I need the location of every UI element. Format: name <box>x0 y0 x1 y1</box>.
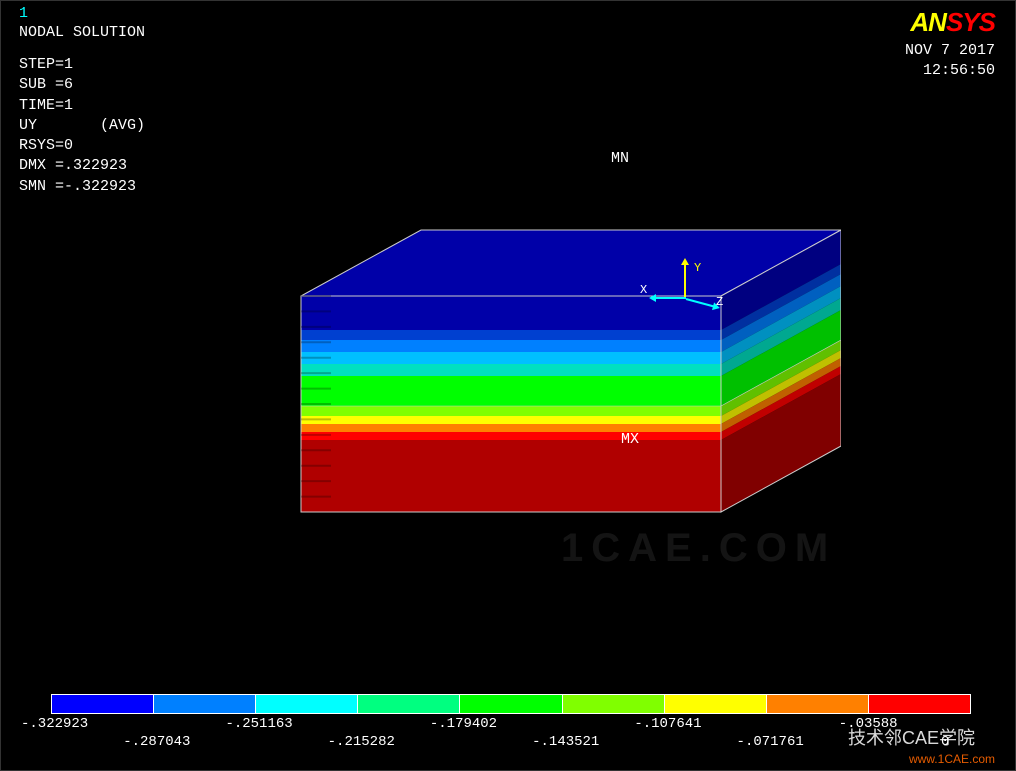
legend-tick: -.215282 <box>328 734 395 750</box>
mn-marker: MN <box>611 150 629 167</box>
y-axis-label: Y <box>694 261 701 275</box>
logo-an: AN <box>910 7 946 37</box>
watermark-center: 1CAE.COM <box>561 526 836 571</box>
watermark-footer: 技术邻CAE学院 <box>848 724 975 750</box>
info-smn: SMN =-.322923 <box>19 178 136 195</box>
coordinate-triad: X Y Z <box>646 263 726 343</box>
contour-cube <box>181 156 841 676</box>
legend-swatch <box>869 695 970 713</box>
x-axis-arrow <box>654 297 686 299</box>
legend-tick: -.251163 <box>225 716 292 732</box>
watermark-url: www.1CAE.com <box>909 752 995 766</box>
datetime-block: NOV 7 2017 12:56:50 <box>905 41 995 82</box>
info-sub: SUB =6 <box>19 76 73 93</box>
legend-swatch <box>563 695 665 713</box>
plot-area: MN MX X Y Z 1CAE.COM <box>181 156 841 676</box>
legend-swatch <box>256 695 358 713</box>
legend-tick: -.071761 <box>737 734 804 750</box>
info-step: STEP=1 <box>19 56 73 73</box>
info-time: TIME=1 <box>19 97 73 114</box>
legend-swatch <box>358 695 460 713</box>
info-rsys: RSYS=0 <box>19 137 73 154</box>
date-text: NOV 7 2017 <box>905 41 995 61</box>
legend-swatch <box>154 695 256 713</box>
y-axis-arrow <box>684 263 686 298</box>
legend-swatch <box>767 695 869 713</box>
legend-swatch <box>665 695 767 713</box>
legend-swatch <box>460 695 562 713</box>
color-legend: -.322923-.287043-.251163-.215282-.179402… <box>51 694 971 752</box>
legend-labels: -.322923-.287043-.251163-.215282-.179402… <box>51 714 971 752</box>
info-block: STEP=1 SUB =6 TIME=1 UY (AVG) RSYS=0 DMX… <box>19 55 145 197</box>
legend-tick: -.322923 <box>21 716 88 732</box>
ansys-logo: ANSYS <box>910 7 995 38</box>
legend-tick: -.143521 <box>532 734 599 750</box>
plot-title: NODAL SOLUTION <box>19 23 145 43</box>
z-axis-arrow <box>686 298 715 308</box>
z-axis-label: Z <box>716 295 723 309</box>
info-uy: UY (AVG) <box>19 117 145 134</box>
info-dmx: DMX =.322923 <box>19 157 127 174</box>
legend-tick: -.287043 <box>123 734 190 750</box>
legend-bar <box>51 694 971 714</box>
legend-swatch <box>52 695 154 713</box>
legend-tick: -.107641 <box>634 716 701 732</box>
x-axis-label: X <box>640 283 647 297</box>
time-text: 12:56:50 <box>905 61 995 81</box>
mx-marker: MX <box>621 431 639 448</box>
legend-tick: -.179402 <box>430 716 497 732</box>
logo-sys: SYS <box>946 7 995 37</box>
window-number: 1 <box>19 5 28 22</box>
